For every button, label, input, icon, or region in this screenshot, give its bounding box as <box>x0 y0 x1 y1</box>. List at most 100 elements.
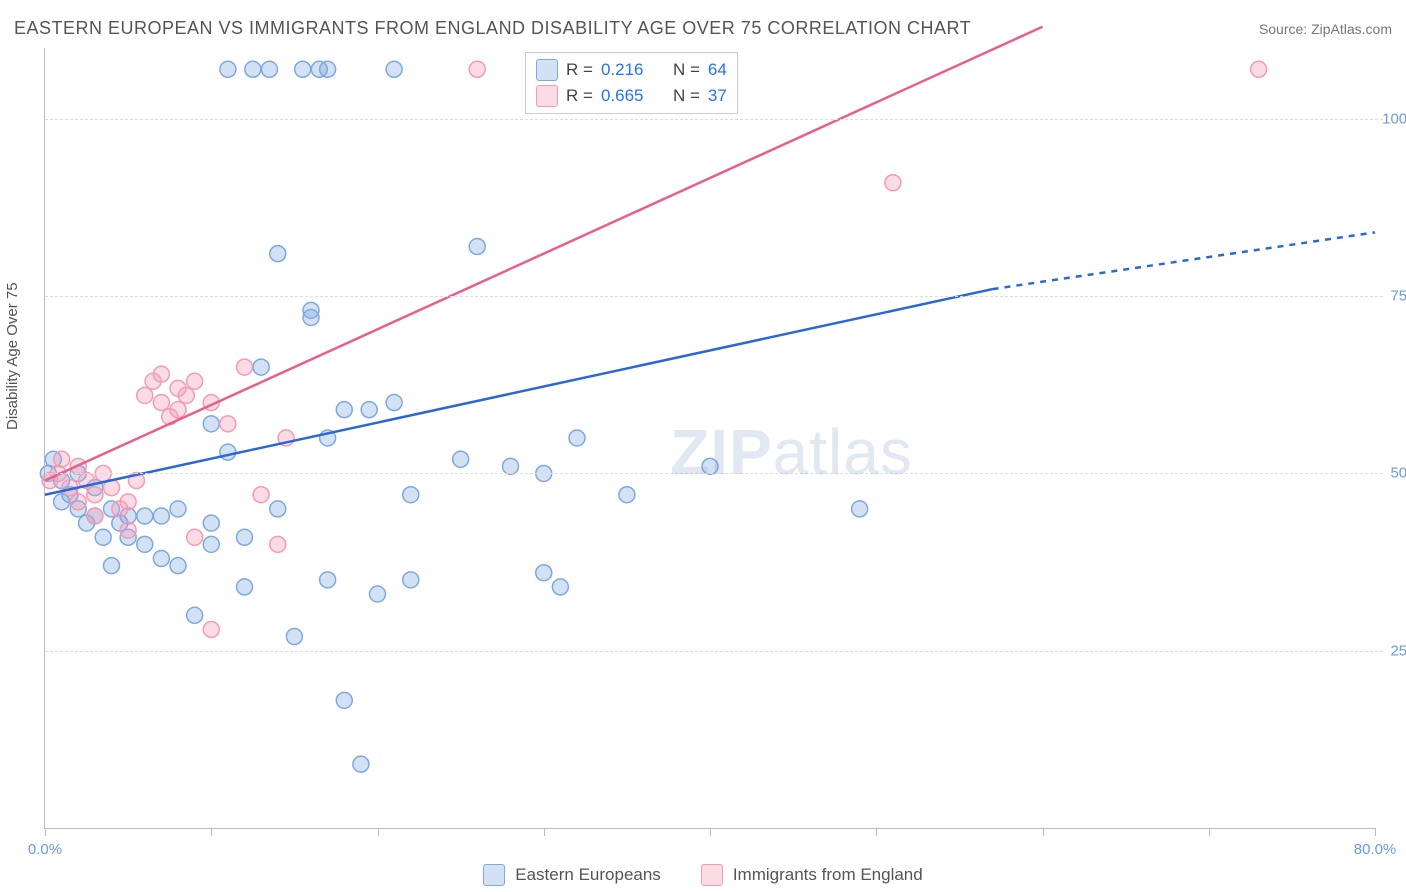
scatter-point <box>619 487 635 503</box>
y-axis-label: Disability Age Over 75 <box>4 282 21 430</box>
scatter-point <box>187 373 203 389</box>
scatter-point <box>87 487 103 503</box>
stat-n-label: N = <box>673 86 700 106</box>
scatter-point <box>153 395 169 411</box>
legend-swatch <box>483 864 505 886</box>
stat-n-value: 37 <box>708 86 727 106</box>
series-swatch <box>536 59 558 81</box>
xtick-label: 80.0% <box>1354 841 1397 858</box>
scatter-point <box>237 579 253 595</box>
scatter-point <box>303 309 319 325</box>
ytick-label: 75.0% <box>1390 288 1406 305</box>
xtick <box>1209 828 1210 836</box>
xtick <box>1375 828 1376 836</box>
scatter-point <box>361 402 377 418</box>
stat-r-value: 0.216 <box>601 60 657 80</box>
scatter-point <box>469 239 485 255</box>
scatter-point <box>87 508 103 524</box>
stat-r-value: 0.665 <box>601 86 657 106</box>
scatter-point <box>170 558 186 574</box>
scatter-point <box>95 529 111 545</box>
scatter-point <box>852 501 868 517</box>
scatter-point <box>120 494 136 510</box>
scatter-point <box>336 692 352 708</box>
scatter-point <box>137 387 153 403</box>
scatter-point <box>552 579 568 595</box>
legend-bottom: Eastern Europeans Immigrants from England <box>0 864 1406 886</box>
scatter-point <box>137 508 153 524</box>
gridline-h <box>45 473 1383 474</box>
stats-box: R = 0.216 N = 64 R = 0.665 N = 37 <box>525 52 738 114</box>
scatter-point <box>153 551 169 567</box>
scatter-point <box>54 451 70 467</box>
scatter-point <box>245 61 261 77</box>
scatter-point <box>295 61 311 77</box>
scatter-point <box>220 61 236 77</box>
scatter-point <box>503 458 519 474</box>
scatter-point <box>203 416 219 432</box>
scatter-point <box>237 359 253 375</box>
scatter-point <box>170 501 186 517</box>
stats-row: R = 0.216 N = 64 <box>536 57 727 83</box>
scatter-point <box>270 246 286 262</box>
title-bar: EASTERN EUROPEAN VS IMMIGRANTS FROM ENGL… <box>14 18 1392 39</box>
scatter-point <box>203 536 219 552</box>
stat-r-label: R = <box>566 60 593 80</box>
ytick-label: 25.0% <box>1390 642 1406 659</box>
scatter-point <box>320 61 336 77</box>
scatter-point <box>153 366 169 382</box>
scatter-point <box>386 61 402 77</box>
xtick <box>1043 828 1044 836</box>
scatter-point <box>70 494 86 510</box>
scatter-point <box>220 416 236 432</box>
scatter-point <box>253 359 269 375</box>
scatter-point <box>286 629 302 645</box>
stat-n-value: 64 <box>708 60 727 80</box>
scatter-point <box>203 515 219 531</box>
chart-svg <box>45 48 1375 828</box>
ytick-label: 50.0% <box>1390 465 1406 482</box>
scatter-point <box>137 536 153 552</box>
stat-r-label: R = <box>566 86 593 106</box>
xtick <box>710 828 711 836</box>
xtick <box>45 828 46 836</box>
xtick <box>544 828 545 836</box>
scatter-point <box>270 536 286 552</box>
scatter-point <box>261 61 277 77</box>
series-swatch <box>536 85 558 107</box>
legend-swatch <box>701 864 723 886</box>
legend-label: Immigrants from England <box>733 865 923 885</box>
scatter-point <box>469 61 485 77</box>
gridline-h <box>45 119 1383 120</box>
scatter-point <box>220 444 236 460</box>
plot-area: 25.0%50.0%75.0%100.0%0.0%80.0%ZIPatlasR … <box>44 48 1375 829</box>
scatter-point <box>702 458 718 474</box>
scatter-point <box>386 395 402 411</box>
legend-item: Immigrants from England <box>701 864 923 886</box>
scatter-point <box>253 487 269 503</box>
trend-line-dashed <box>993 232 1375 289</box>
source-label: Source: ZipAtlas.com <box>1259 21 1392 37</box>
scatter-point <box>187 529 203 545</box>
scatter-point <box>120 522 136 538</box>
stats-row: R = 0.665 N = 37 <box>536 83 727 109</box>
scatter-point <box>885 175 901 191</box>
xtick <box>211 828 212 836</box>
xtick-label: 0.0% <box>28 841 62 858</box>
scatter-point <box>353 756 369 772</box>
scatter-point <box>370 586 386 602</box>
legend-item: Eastern Europeans <box>483 864 661 886</box>
legend-label: Eastern Europeans <box>515 865 661 885</box>
gridline-h <box>45 296 1383 297</box>
stat-n-label: N = <box>673 60 700 80</box>
chart-title: EASTERN EUROPEAN VS IMMIGRANTS FROM ENGL… <box>14 18 971 39</box>
xtick <box>378 828 379 836</box>
scatter-point <box>178 387 194 403</box>
scatter-point <box>104 558 120 574</box>
scatter-point <box>170 402 186 418</box>
scatter-point <box>403 487 419 503</box>
scatter-point <box>569 430 585 446</box>
scatter-point <box>1251 61 1267 77</box>
scatter-point <box>453 451 469 467</box>
scatter-point <box>270 501 286 517</box>
